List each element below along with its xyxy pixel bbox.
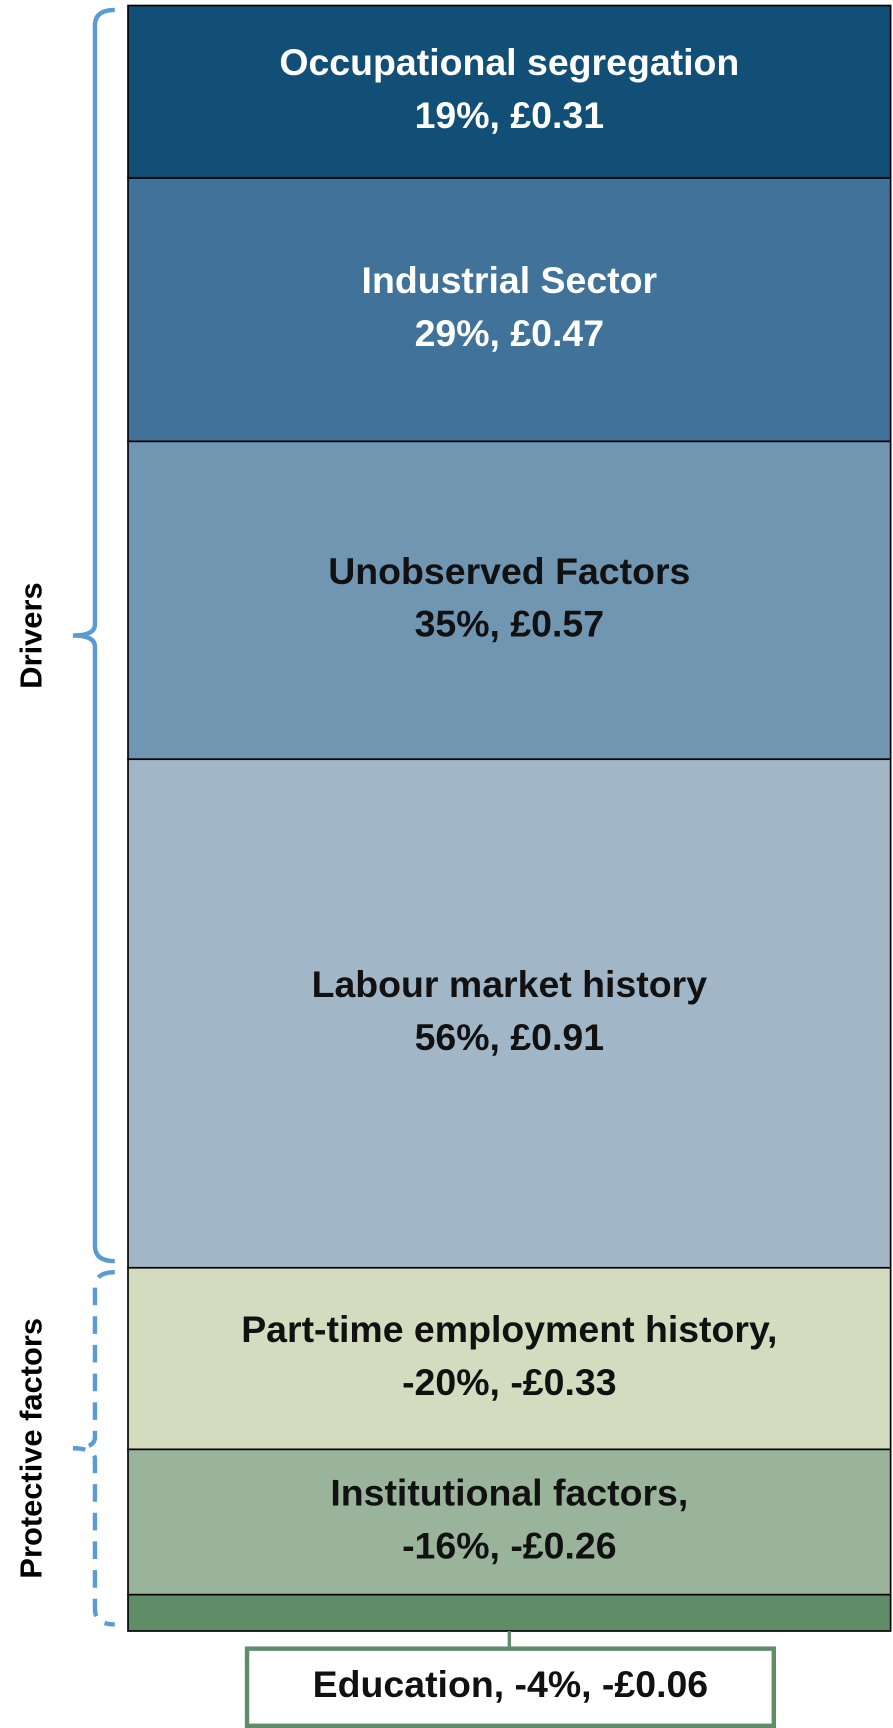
segment bbox=[127, 1593, 892, 1632]
segment-value-label: -20%, -£0.33 bbox=[402, 1361, 616, 1403]
segment bbox=[127, 440, 892, 761]
segment bbox=[127, 1448, 892, 1596]
group-label: Protective factors bbox=[13, 1318, 48, 1579]
group-bracket bbox=[72, 1269, 115, 1627]
callout-value-label: -4%, -£0.06 bbox=[515, 1663, 709, 1705]
segment-label: Institutional factors, bbox=[330, 1471, 688, 1513]
segment-value-label: 56%, £0.91 bbox=[415, 1016, 605, 1058]
segment-value-label: 29%, £0.47 bbox=[415, 312, 605, 354]
segment-label: Unobserved Factors bbox=[328, 550, 690, 592]
segment-label: Occupational segregation bbox=[279, 41, 739, 83]
segment bbox=[127, 4, 892, 179]
segment bbox=[127, 177, 892, 443]
segment-value-label: 19%, £0.31 bbox=[415, 94, 605, 136]
group-label: Drivers bbox=[13, 582, 48, 688]
segment-value-label: 35%, £0.57 bbox=[415, 603, 605, 645]
callout-box bbox=[244, 1646, 777, 1728]
segment-label: Labour market history bbox=[312, 963, 708, 1005]
callout-label: Education, -4%, -£0.06 bbox=[313, 1663, 708, 1705]
group-bracket bbox=[72, 7, 115, 1264]
segment-label: Industrial Sector bbox=[362, 259, 658, 301]
segment bbox=[127, 758, 892, 1269]
segment bbox=[127, 1266, 892, 1451]
callout-category: Education, bbox=[313, 1663, 504, 1705]
segment-value-label: -16%, -£0.26 bbox=[402, 1524, 616, 1566]
segment-label: Part-time employment history, bbox=[241, 1308, 777, 1350]
